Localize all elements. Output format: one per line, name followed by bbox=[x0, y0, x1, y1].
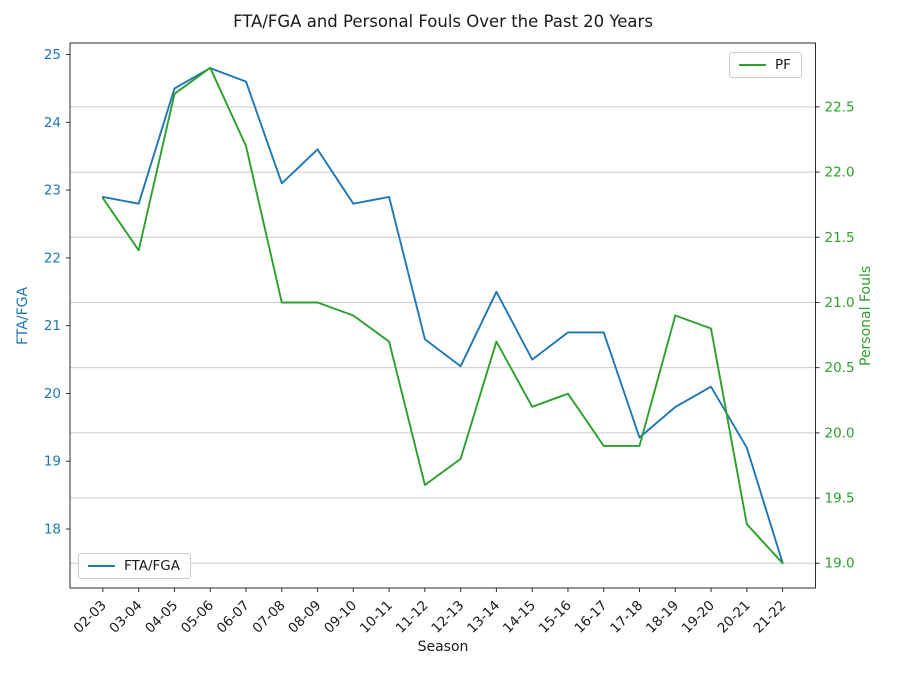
right-y-tick-label: 20.0 bbox=[825, 425, 855, 441]
left-y-tick-label: 20 bbox=[44, 386, 61, 402]
right-y-axis-label: Personal Fouls bbox=[858, 265, 874, 366]
x-tick-label: 13-14 bbox=[464, 598, 503, 637]
x-tick-label: 07-08 bbox=[250, 598, 289, 637]
x-axis-label: Season bbox=[417, 639, 469, 655]
left-y-axis-label: FTA/FGA bbox=[15, 286, 31, 345]
x-tick-label: 06-07 bbox=[214, 598, 253, 637]
x-tick-label: 14-15 bbox=[500, 598, 539, 637]
x-tick-label: 21-22 bbox=[750, 598, 789, 637]
x-tick-label: 18-19 bbox=[643, 598, 682, 637]
axes-frame bbox=[69, 42, 816, 589]
left-y-tick-label: 22 bbox=[44, 250, 61, 266]
left-y-tick-label: 24 bbox=[44, 115, 61, 131]
x-tick-label: 10-11 bbox=[357, 598, 396, 637]
chart-title: FTA/FGA and Personal Fouls Over the Past… bbox=[233, 12, 653, 31]
x-tick-label: 19-20 bbox=[679, 598, 718, 637]
legend-pf: PF bbox=[729, 52, 802, 78]
legend-pf-label: PF bbox=[775, 57, 791, 73]
legend-fta-fga-label: FTA/FGA bbox=[124, 558, 180, 574]
x-tick-label: 08-09 bbox=[285, 598, 324, 637]
fta-fga-line-sample-icon bbox=[88, 565, 115, 567]
x-tick-label: 03-04 bbox=[106, 598, 145, 637]
right-y-tick-label: 22.5 bbox=[825, 99, 855, 115]
left-y-tick-label: 18 bbox=[44, 522, 61, 538]
x-tick-label: 05-06 bbox=[178, 598, 217, 637]
legend-fta-fga: FTA/FGA bbox=[78, 553, 191, 579]
x-tick-label: 12-13 bbox=[428, 598, 467, 637]
right-y-tick-label: 22.0 bbox=[825, 165, 855, 181]
pf-line-sample-icon bbox=[739, 64, 766, 66]
right-y-tick-label: 21.5 bbox=[825, 230, 855, 246]
left-y-tick-label: 21 bbox=[44, 318, 61, 334]
left-y-tick-label: 19 bbox=[44, 454, 61, 470]
right-y-tick-label: 19.5 bbox=[825, 491, 855, 507]
right-y-tick-label: 19.0 bbox=[825, 556, 855, 572]
x-tick-label: 16-17 bbox=[571, 598, 610, 637]
x-tick-label: 15-16 bbox=[536, 598, 575, 637]
x-tick-label: 02-03 bbox=[71, 598, 110, 637]
left-y-tick-label: 25 bbox=[44, 47, 61, 63]
left-y-tick-label: 23 bbox=[44, 183, 61, 199]
series-line-fta-fga bbox=[101, 67, 784, 564]
right-y-tick-label: 20.5 bbox=[825, 360, 855, 376]
series-line-pf bbox=[101, 66, 784, 565]
x-tick-label: 11-12 bbox=[393, 598, 432, 637]
x-tick-label: 04-05 bbox=[142, 598, 181, 637]
x-tick-label: 17-18 bbox=[607, 598, 646, 637]
x-tick-label: 09-10 bbox=[321, 598, 360, 637]
x-tick-label: 20-21 bbox=[715, 598, 754, 637]
right-y-tick-label: 21.0 bbox=[825, 295, 855, 311]
